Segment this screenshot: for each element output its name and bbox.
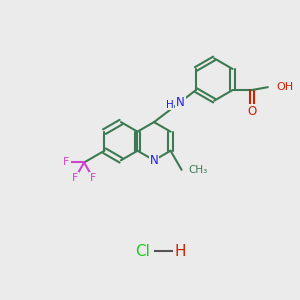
Text: Cl: Cl xyxy=(135,244,150,259)
Text: O: O xyxy=(247,105,256,118)
Text: OH: OH xyxy=(277,82,294,92)
Text: N: N xyxy=(176,96,184,109)
Text: F: F xyxy=(72,173,79,183)
Text: F: F xyxy=(63,158,70,167)
Text: H: H xyxy=(175,244,186,259)
Text: CH₃: CH₃ xyxy=(188,165,207,175)
Text: H: H xyxy=(166,100,174,110)
Text: F: F xyxy=(90,173,96,183)
Text: N: N xyxy=(150,154,158,167)
